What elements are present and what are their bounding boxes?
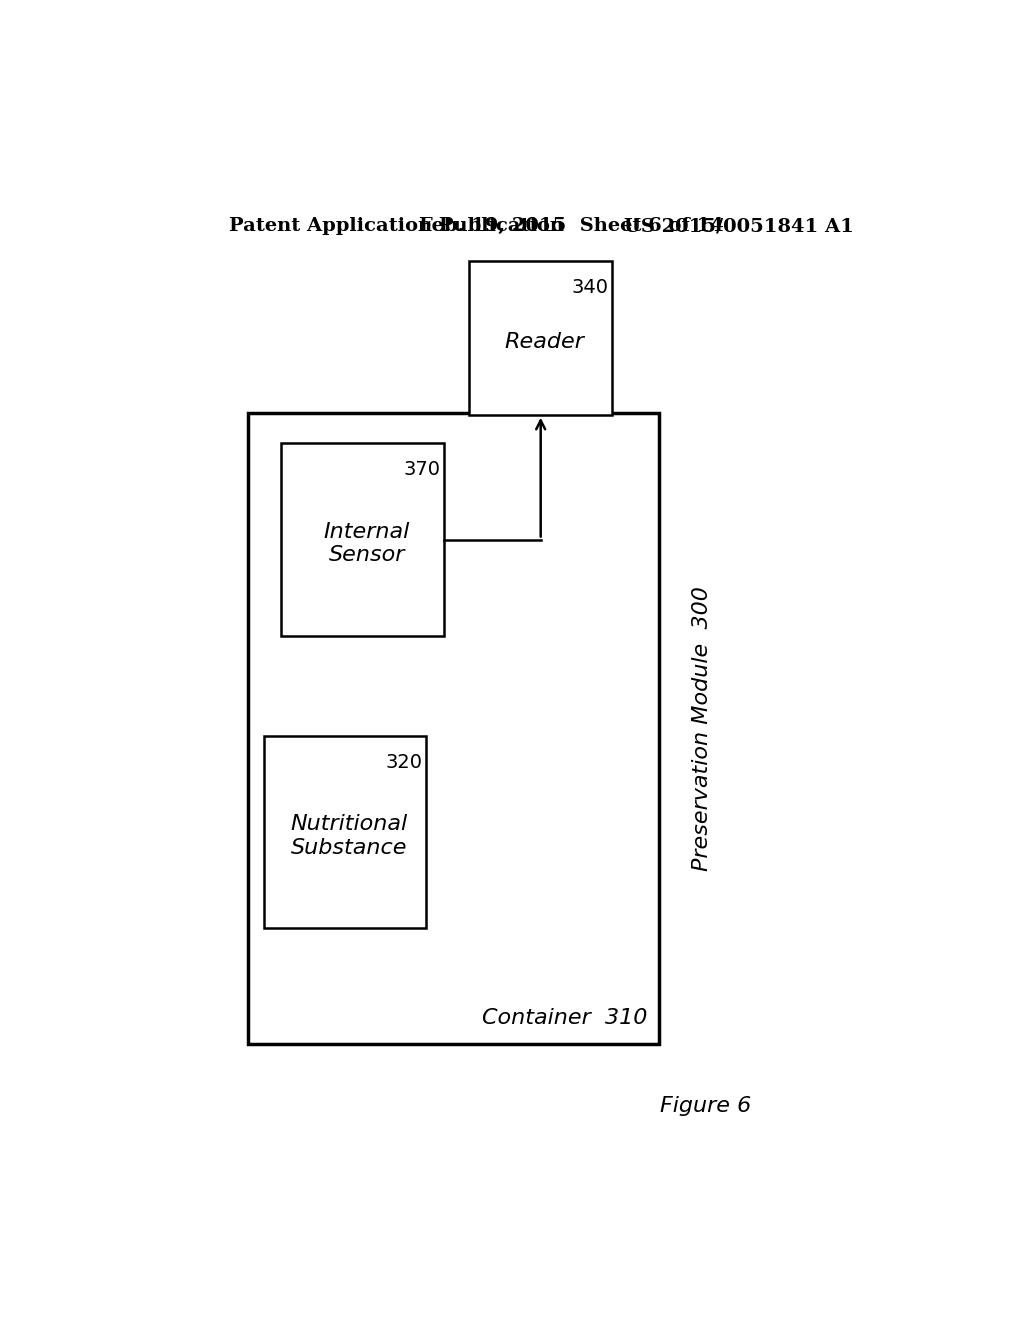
- Text: Reader: Reader: [505, 331, 585, 351]
- Text: 340: 340: [571, 277, 608, 297]
- Bar: [282, 444, 444, 636]
- Text: Figure 6: Figure 6: [659, 1096, 751, 1115]
- Text: 370: 370: [403, 461, 440, 479]
- Text: 320: 320: [385, 752, 423, 772]
- Bar: [263, 737, 426, 928]
- Text: Feb. 19, 2015  Sheet 6 of 14: Feb. 19, 2015 Sheet 6 of 14: [419, 218, 723, 235]
- Bar: [469, 261, 612, 414]
- Text: Internal
Sensor: Internal Sensor: [324, 521, 410, 565]
- Text: Preservation Module  300: Preservation Module 300: [691, 586, 712, 871]
- Text: Container  310: Container 310: [482, 1008, 647, 1028]
- Text: US 2015/0051841 A1: US 2015/0051841 A1: [624, 218, 854, 235]
- Text: Nutritional
Substance: Nutritional Substance: [291, 814, 408, 858]
- Text: Patent Application Publication: Patent Application Publication: [228, 218, 564, 235]
- Bar: [248, 412, 658, 1044]
